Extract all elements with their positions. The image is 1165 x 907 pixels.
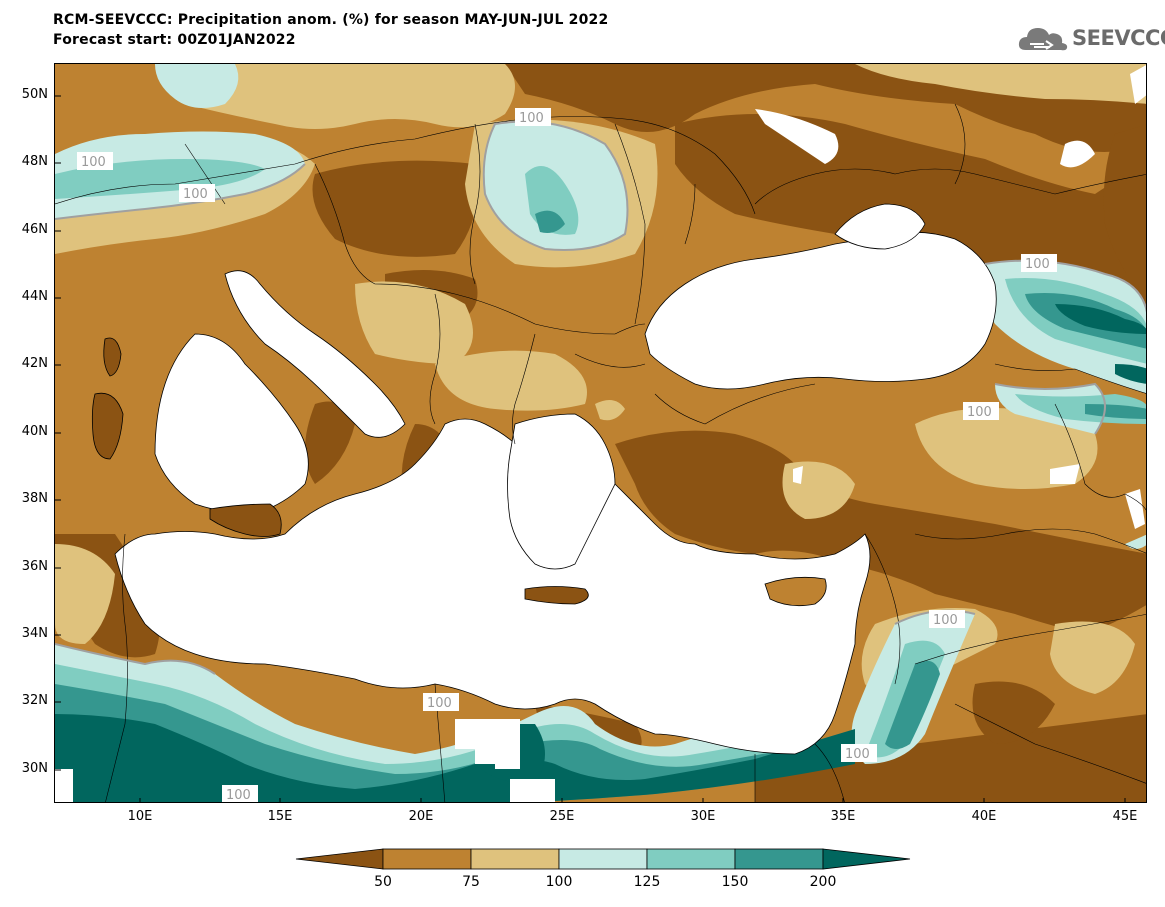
lat-label-46n: 46N bbox=[21, 222, 48, 237]
colorbar-segment-150-200 bbox=[734, 848, 824, 870]
lat-label-32n: 32N bbox=[21, 693, 48, 708]
crete bbox=[524, 586, 589, 605]
lon-label-15e: 15E bbox=[267, 809, 293, 824]
lat-label-50n: 50N bbox=[21, 87, 48, 102]
contour-label-box bbox=[515, 108, 551, 126]
colorbar-label-50: 50 bbox=[374, 874, 392, 890]
lon-label-30e: 30E bbox=[690, 809, 716, 824]
contour-label: 100 bbox=[967, 405, 992, 420]
contour-label-box bbox=[222, 785, 258, 802]
lon-label-25e: 25E bbox=[549, 809, 575, 824]
corsica bbox=[103, 337, 122, 377]
lon-label-45e: 45E bbox=[1112, 809, 1138, 824]
sea-areas bbox=[114, 203, 997, 755]
colorbar-segment-gt200 bbox=[822, 848, 911, 870]
contour-label: 100 bbox=[183, 187, 208, 202]
colorbar-label-125: 125 bbox=[633, 874, 661, 890]
sicily bbox=[209, 503, 282, 537]
lon-label-10e: 10E bbox=[127, 809, 153, 824]
contour-label: 100 bbox=[1025, 257, 1050, 272]
contour-label-box bbox=[77, 152, 113, 170]
colorbar-segment-50-75 bbox=[382, 848, 472, 870]
mediterranean-sea bbox=[114, 418, 871, 755]
contour-label: 100 bbox=[226, 788, 251, 803]
map-panel: 100 100 100 100 100 100 100 100 100 bbox=[54, 63, 1147, 803]
colorbar-segment-75-100 bbox=[470, 848, 560, 870]
lat-label-34n: 34N bbox=[21, 626, 48, 641]
sea-of-azov bbox=[834, 203, 926, 250]
colorbar-segment-125-150 bbox=[646, 848, 736, 870]
lat-label-30n: 30N bbox=[21, 761, 48, 776]
lat-label-48n: 48N bbox=[21, 154, 48, 169]
seevccc-logo: SEEVCCC bbox=[1016, 22, 1165, 56]
map-title: RCM-SEEVCCC: Precipitation anom. (%) for… bbox=[53, 12, 609, 28]
contour-100-lines bbox=[55, 120, 1146, 675]
sardinia bbox=[91, 392, 124, 460]
contour-label-box bbox=[179, 184, 215, 202]
forecast-start-subtitle: Forecast start: 00Z01JAN2022 bbox=[53, 32, 296, 48]
aegean-sea bbox=[507, 413, 616, 570]
lat-label-36n: 36N bbox=[21, 559, 48, 574]
colorbar-label-150: 150 bbox=[721, 874, 749, 890]
lon-label-40e: 40E bbox=[971, 809, 997, 824]
cloud-logo-icon bbox=[1018, 28, 1068, 51]
contour-label: 100 bbox=[519, 111, 544, 126]
adriatic-sea bbox=[224, 270, 406, 438]
lon-label-35e: 35E bbox=[830, 809, 856, 824]
lat-label-42n: 42N bbox=[21, 356, 48, 371]
contour-label-box bbox=[1021, 254, 1057, 272]
colorbar-label-75: 75 bbox=[462, 874, 480, 890]
colorbar-segment-100-125 bbox=[558, 848, 648, 870]
islands bbox=[91, 337, 827, 607]
colorbar-label-200: 200 bbox=[809, 874, 837, 890]
contour-label: 100 bbox=[933, 613, 958, 628]
logo-text: SEEVCCC bbox=[1072, 26, 1165, 50]
lat-label-38n: 38N bbox=[21, 491, 48, 506]
colorbar-segment-lt50 bbox=[295, 848, 384, 870]
contour-label-box bbox=[841, 744, 877, 762]
contour-label: 100 bbox=[845, 747, 870, 762]
lat-label-44n: 44N bbox=[21, 289, 48, 304]
contour-label-box bbox=[963, 402, 999, 420]
cyprus bbox=[764, 576, 827, 607]
colorbar-label-100: 100 bbox=[545, 874, 573, 890]
contour-label-box bbox=[929, 610, 965, 628]
contour-label-box bbox=[423, 693, 459, 711]
precipitation-anomaly-map: 100 100 100 100 100 100 100 100 100 bbox=[55, 64, 1146, 803]
missing-data-patches bbox=[55, 65, 1146, 802]
lat-label-40n: 40N bbox=[21, 424, 48, 439]
black-sea bbox=[644, 231, 997, 390]
axis-ticks bbox=[55, 95, 1126, 802]
contour-label: 100 bbox=[427, 696, 452, 711]
contour-labels: 100 100 100 100 100 100 100 100 100 bbox=[77, 108, 1057, 803]
lon-label-20e: 20E bbox=[408, 809, 434, 824]
contour-label: 100 bbox=[81, 155, 106, 170]
